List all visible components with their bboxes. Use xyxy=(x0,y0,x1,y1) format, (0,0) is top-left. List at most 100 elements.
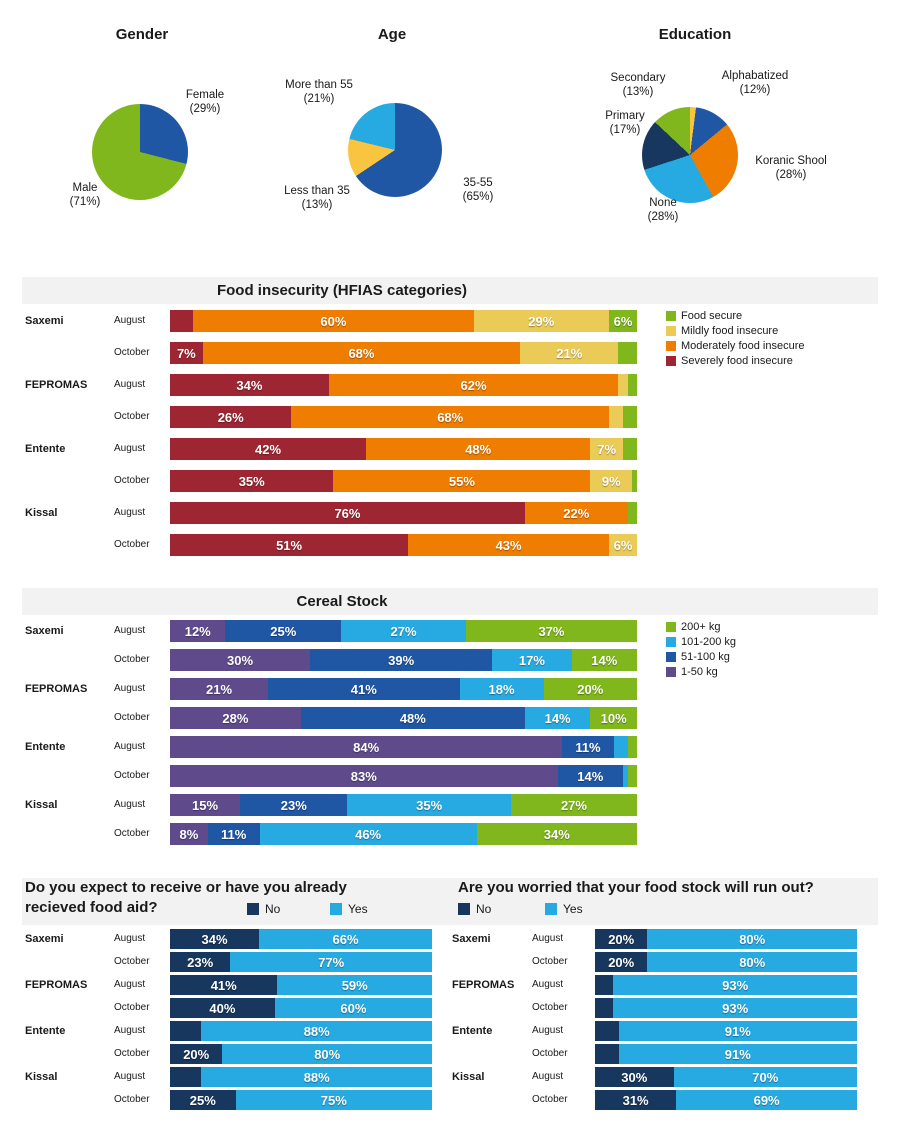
bar-segment-label: 69% xyxy=(753,1092,780,1108)
pie-slice-label-line: 35-55 xyxy=(463,177,493,189)
bar-segment-no: 20% xyxy=(595,952,648,972)
bar-segment-label: 80% xyxy=(739,954,766,970)
bar-segment-101-200-kg: 14% xyxy=(524,707,591,729)
bar-segment-mildly-food-insecure: 21% xyxy=(520,342,619,364)
bar-segment-label: 76% xyxy=(334,505,361,521)
bar-segment-label: 11% xyxy=(575,739,601,755)
bar-segment-severely-food-insecure: 35% xyxy=(170,470,334,492)
bar-segment-label: 31% xyxy=(622,1092,649,1108)
bar-segment-no xyxy=(170,1021,202,1041)
pie-title-gender: Gender xyxy=(115,26,169,43)
pie-chart-gender xyxy=(92,104,188,200)
bar-segment-yes: 93% xyxy=(613,975,857,995)
bar-segment-no xyxy=(170,1067,202,1087)
bar-segment-severely-food-insecure xyxy=(170,310,194,332)
stacked-bar: 91% xyxy=(595,1021,857,1041)
bar-segment-51-100-kg: 23% xyxy=(240,794,348,816)
legend-item: No xyxy=(458,901,491,917)
stacked-bar: 60% 29% 6% xyxy=(170,310,637,332)
1-50-kg-swatch-icon xyxy=(666,666,676,677)
row-group-label: Kissal xyxy=(25,799,58,811)
legend-label: Mildly food insecure xyxy=(681,324,779,337)
bar-segment-yes: 60% xyxy=(274,998,432,1018)
stacked-bar: 76% 22% xyxy=(170,502,637,524)
bar-segment-label: 22% xyxy=(563,505,590,521)
legend-label: 51-100 kg xyxy=(681,650,730,663)
row-group-label: Kissal xyxy=(452,1071,485,1083)
legend-item: Yes xyxy=(545,901,583,917)
bar-segment-label: 68% xyxy=(437,409,464,425)
bar-segment-label: 88% xyxy=(303,1069,330,1085)
pie-slice-label-line: Less than 35 xyxy=(284,185,350,197)
bar-segment-200-kg: 34% xyxy=(476,823,637,845)
bar-segment-label: 34% xyxy=(543,826,570,842)
bar-segment-yes: 77% xyxy=(230,952,432,972)
row-month-label: August xyxy=(532,1025,564,1036)
bar-segment-label: 93% xyxy=(722,977,749,993)
bar-segment-1-50-kg: 28% xyxy=(170,707,301,729)
bar-segment-label: 62% xyxy=(460,377,487,393)
pie-slice-label-line: Secondary xyxy=(610,72,666,84)
row-month-label: October xyxy=(114,654,150,665)
bar-segment-label: 60% xyxy=(320,313,347,329)
bar-segment-51-100-kg: 14% xyxy=(557,765,623,787)
stacked-bar: 84% 11% xyxy=(170,736,638,758)
pie-slice-label-line: (21%) xyxy=(303,93,335,105)
bar-segment-label: 48% xyxy=(399,710,426,726)
pie-slice-label: Primary (17%) xyxy=(605,109,645,137)
bar-segment-label: 77% xyxy=(318,954,345,970)
pie-slice-label: None (28%) xyxy=(648,196,679,224)
legend-label: No xyxy=(265,902,281,916)
bar-segment-label: 93% xyxy=(722,1000,749,1016)
severely-food-insecure-swatch-icon xyxy=(666,355,676,366)
bar-segment-label: 55% xyxy=(448,473,475,489)
bar-segment-101-200-kg: 35% xyxy=(347,794,511,816)
bar-segment-1-50-kg: 83% xyxy=(170,765,558,787)
pie-slice-label: Alphabatized (12%) xyxy=(722,69,789,97)
bar-segment-yes: 80% xyxy=(222,1044,432,1064)
bar-segment-severely-food-insecure: 51% xyxy=(170,534,409,556)
stacked-bar: 35% 55% 9% xyxy=(170,470,637,492)
row-month-label: October xyxy=(114,828,150,839)
bar-segment-moderately-food-insecure: 43% xyxy=(408,534,609,556)
bar-segment-label: 20% xyxy=(577,681,604,697)
bar-segment-label: 59% xyxy=(341,977,368,993)
legend-item: Yes xyxy=(330,901,368,917)
bar-segment-no: 30% xyxy=(595,1067,674,1087)
row-group-label: Entente xyxy=(25,1025,66,1037)
stacked-bar: 7% 68% 21% xyxy=(170,342,637,364)
chart-title-food_aid: Do you expect to receive or have you alr… xyxy=(25,879,347,896)
bar-segment-moderately-food-insecure: 55% xyxy=(333,470,591,492)
row-month-label: October xyxy=(114,1002,150,1013)
section-title-cereal: Cereal Stock xyxy=(296,593,388,610)
legend-item: Moderately food insecure xyxy=(666,338,805,353)
bar-segment-label: 83% xyxy=(350,768,377,784)
bar-segment-200-kg: 27% xyxy=(510,794,637,816)
row-month-label: August xyxy=(114,625,146,636)
bar-segment-label: 88% xyxy=(303,1023,330,1039)
bar-segment-label: 18% xyxy=(488,681,515,697)
section-title-hfias: Food insecurity (HFIAS categories) xyxy=(216,282,468,299)
bar-segment-101-200-kg xyxy=(613,736,628,758)
row-group-label: FEPROMAS xyxy=(452,979,515,991)
bar-segment-no xyxy=(595,1044,619,1064)
row-group-label: Saxemi xyxy=(452,933,491,945)
row-group-label: FEPROMAS xyxy=(25,683,88,695)
bar-segment-food-secure xyxy=(622,438,637,460)
bar-segment-food-secure xyxy=(618,342,637,364)
bar-segment-label: 14% xyxy=(577,768,604,784)
row-group-label: Kissal xyxy=(25,507,58,519)
row-month-label: October xyxy=(114,1094,150,1105)
bar-segment-label: 40% xyxy=(209,1000,236,1016)
bar-segment-food-secure xyxy=(627,502,637,524)
stacked-bar: 42% 48% 7% xyxy=(170,438,637,460)
row-month-label: August xyxy=(532,933,564,944)
bar-segment-200-kg: 14% xyxy=(571,649,637,671)
bar-segment-label: 20% xyxy=(608,931,635,947)
bar-segment-label: 48% xyxy=(465,441,492,457)
bar-segment-200-kg xyxy=(627,765,637,787)
bar-segment-yes: 93% xyxy=(613,998,857,1018)
bar-segment-1-50-kg: 8% xyxy=(170,823,208,845)
pie-slice-label-line: (17%) xyxy=(609,124,641,136)
